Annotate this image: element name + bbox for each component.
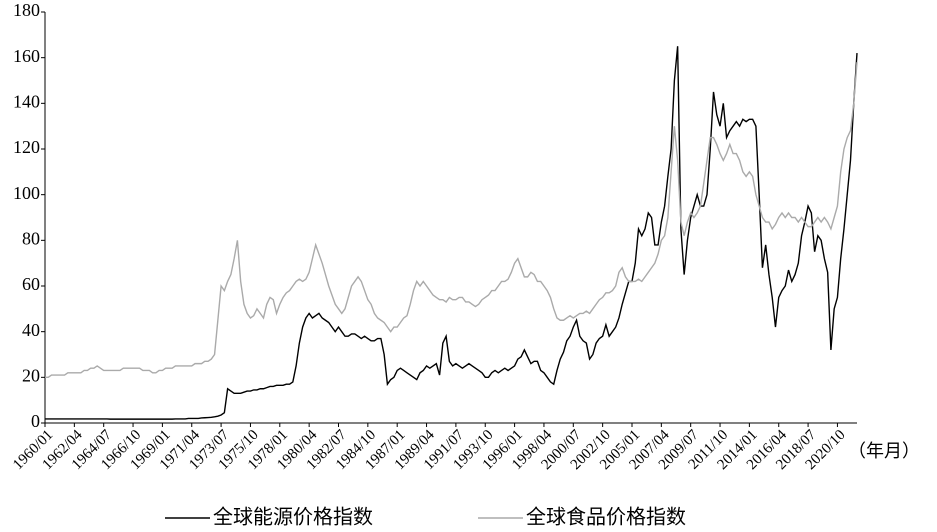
series-line: [45, 46, 858, 420]
y-tick-label: 60: [22, 274, 40, 294]
legend-label: 全球食品价格指数: [526, 505, 686, 529]
y-tick-label: 120: [13, 137, 40, 157]
y-tick-label: 0: [31, 411, 40, 431]
y-tick-label: 80: [22, 228, 40, 248]
y-tick-label: 160: [13, 46, 40, 66]
x-axis-label: （年月）: [848, 441, 920, 462]
y-tick-label: 180: [13, 0, 40, 20]
y-tick-label: 140: [13, 91, 40, 111]
legend-label: 全球能源价格指数: [213, 505, 373, 529]
y-tick-label: 20: [22, 365, 40, 385]
series-line: [45, 62, 858, 379]
y-tick-label: 40: [22, 320, 40, 340]
y-tick-label: 100: [13, 183, 40, 203]
